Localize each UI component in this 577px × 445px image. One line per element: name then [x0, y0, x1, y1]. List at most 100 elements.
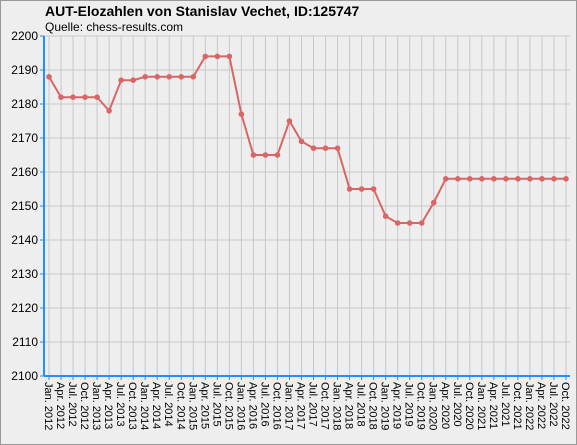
- x-tick-label: Apr. 2020: [439, 382, 451, 429]
- x-tick-label: Jan. 2014: [138, 382, 150, 430]
- point: [250, 152, 257, 158]
- point: [322, 145, 329, 151]
- x-tick-label: Oct. 2015: [222, 382, 234, 430]
- chart-title: AUT-Elozahlen von Stanislav Vechet, ID:1…: [45, 3, 360, 19]
- x-tick-label: Jan. 2018: [331, 382, 343, 430]
- x-tick-label: Jan. 2019: [379, 382, 391, 430]
- point: [551, 176, 557, 182]
- point: [214, 53, 221, 60]
- x-tick-label: Apr. 2017: [294, 382, 306, 429]
- x-tick-label: Jul. 2021: [499, 382, 511, 427]
- x-tick-label: Apr. 2013: [102, 382, 114, 429]
- point: [142, 74, 148, 80]
- point: [238, 111, 245, 117]
- y-tick-label: 2150: [11, 199, 38, 213]
- x-tick-label: Jul. 2015: [210, 382, 222, 427]
- y-tick-label: 2120: [11, 301, 38, 315]
- point: [503, 176, 509, 182]
- x-tick-label: Oct. 2017: [319, 382, 331, 430]
- point: [358, 186, 365, 192]
- point: [515, 176, 521, 182]
- point: [70, 94, 76, 100]
- x-tick-label: Jul. 2020: [451, 382, 463, 427]
- point: [286, 118, 293, 124]
- x-tick-label: Jan. 2015: [186, 382, 198, 430]
- point: [539, 176, 545, 182]
- point: [46, 74, 52, 80]
- point: [202, 53, 209, 60]
- y-tick-label: 2170: [11, 131, 38, 145]
- x-tick-label: Oct. 2018: [367, 382, 379, 430]
- point: [454, 176, 461, 182]
- line: [48, 55, 566, 224]
- point: [298, 138, 305, 145]
- x-tick-label: Apr. 2022: [535, 382, 547, 429]
- x-tick-label: Oct. 2016: [270, 382, 282, 430]
- x-tick-label: Jul. 2022: [547, 382, 559, 427]
- point: [226, 53, 233, 60]
- point: [370, 186, 377, 192]
- point: [58, 94, 64, 100]
- point: [334, 145, 341, 151]
- x-tick-label: Jan. 2013: [90, 382, 102, 430]
- point: [130, 77, 136, 83]
- x-tick-label: Apr. 2021: [487, 382, 499, 429]
- x-tick-label: Jan. 2022: [523, 382, 535, 430]
- point: [94, 94, 100, 100]
- x-tick-label: Apr. 2018: [343, 382, 355, 429]
- x-tick-label: Jul. 2013: [114, 382, 126, 427]
- point: [118, 77, 124, 83]
- x-tick-label: Jul. 2012: [66, 382, 78, 427]
- point: [382, 213, 389, 219]
- x-tick-label: Apr. 2014: [150, 382, 162, 429]
- point: [418, 220, 425, 226]
- point: [178, 74, 185, 80]
- x-tick-label: Apr. 2019: [391, 382, 403, 429]
- point: [346, 186, 353, 192]
- x-tick-label: Oct. 2021: [511, 382, 523, 430]
- x-tick-label: Jan. 2020: [427, 382, 439, 430]
- point: [563, 176, 569, 182]
- point: [467, 176, 473, 182]
- x-tick-label: Apr. 2012: [54, 382, 66, 429]
- point: [491, 176, 497, 182]
- point: [262, 152, 269, 158]
- x-tick-label: Jul. 2014: [162, 382, 174, 427]
- point: [527, 176, 533, 182]
- y-tick-label: 2200: [11, 29, 38, 43]
- x-tick-label: Apr. 2015: [198, 382, 210, 429]
- y-tick-label: 2160: [11, 165, 38, 179]
- x-tick-label: Oct. 2019: [415, 382, 427, 430]
- point: [479, 176, 485, 182]
- y-tick-label: 2130: [11, 267, 38, 281]
- point: [430, 199, 437, 206]
- point: [442, 176, 449, 182]
- y-tick-label: 2190: [11, 63, 38, 77]
- x-tick-label: Jan. 2012: [42, 382, 54, 430]
- x-tick-label: Oct. 2012: [78, 382, 90, 430]
- point: [106, 108, 112, 114]
- point: [274, 152, 281, 158]
- x-tick-label: Jan. 2021: [475, 382, 487, 430]
- point: [394, 220, 401, 226]
- y-tick-label: 2140: [11, 233, 38, 247]
- x-tick-label: Oct. 2020: [463, 382, 475, 430]
- point: [154, 74, 161, 80]
- point: [406, 220, 413, 226]
- x-tick-label: Jul. 2017: [307, 382, 319, 427]
- x-tick-label: Oct. 2013: [126, 382, 138, 430]
- y-tick-label: 2100: [11, 369, 38, 383]
- chart-subtitle: Quelle: chess-results.com: [45, 20, 183, 34]
- x-tick-label: Jul. 2018: [355, 382, 367, 427]
- x-tick-label: Apr. 2016: [246, 382, 258, 429]
- y-tick-label: 2110: [12, 335, 38, 349]
- point: [82, 94, 88, 100]
- point: [190, 74, 197, 80]
- x-tick-label: Oct. 2022: [559, 382, 571, 430]
- point: [310, 145, 317, 151]
- x-tick-label: Jan. 2016: [234, 382, 246, 430]
- point: [166, 74, 173, 80]
